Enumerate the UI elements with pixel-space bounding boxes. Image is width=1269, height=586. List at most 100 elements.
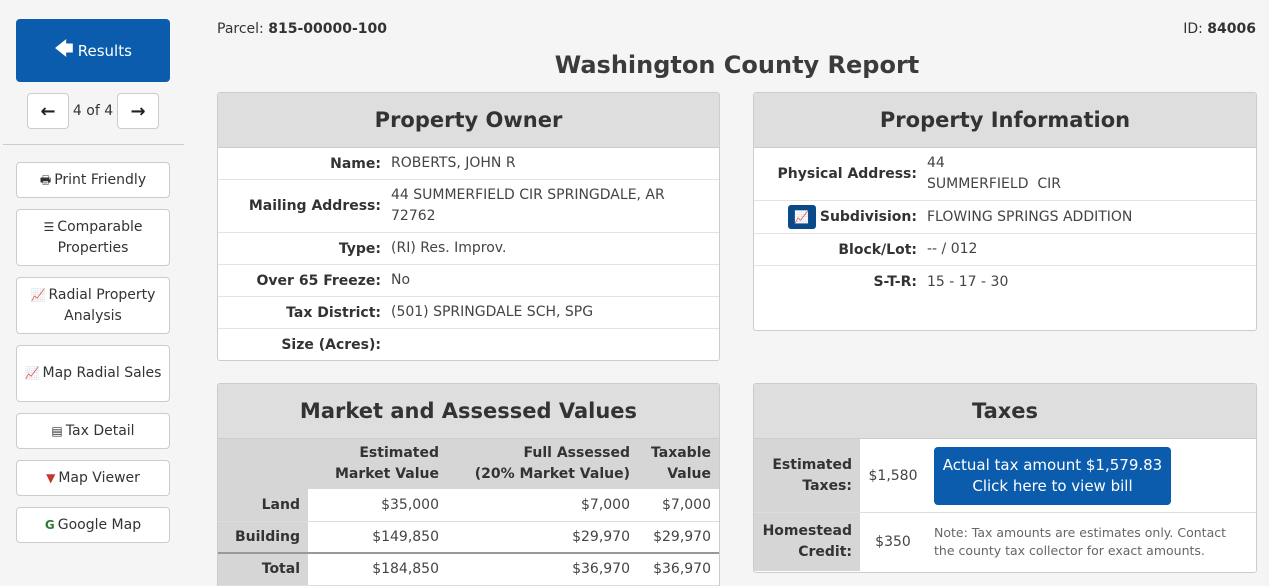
row-label: Building [218,521,308,554]
tax-detail-button[interactable]: ▤ Tax Detail [16,413,170,449]
table-row: Land $35,000 $7,000 $7,000 [218,489,719,522]
homestead-credit-label-line2: Credit: [798,544,852,560]
market-value-cell: $184,850 [308,552,447,586]
pager-count: 4 of 4 [72,103,114,119]
owner-label: Over 65 Freeze: [256,272,381,289]
bill-line-2: Click here to view bill [972,476,1133,495]
map-radial-sales-label: Map Radial Sales [42,365,162,381]
property-owner-title: Property Owner [218,93,719,148]
map-radial-sales-button[interactable]: 📈 Map Radial Sales [16,345,170,402]
parcel-label: Parcel: [217,21,264,37]
info-label: Block/Lot: [838,241,917,258]
full-assessed-header: Full Assessed (20% Market Value) [447,439,638,489]
google-icon: G [44,517,55,532]
info-value: -- / 012 [927,241,978,257]
id-label: ID: [1183,21,1203,37]
market-value-header: Estimated Market Value [308,439,447,489]
taxable-value-header-line1: Taxable [651,445,711,461]
owner-row-type: Type: (RI) Res. Improv. [218,233,719,265]
google-map-button[interactable]: G Google Map [16,507,170,543]
full-assessed-cell: $36,970 [447,552,638,586]
subdivision-chart-button[interactable]: 📈 [787,205,816,229]
owner-value: (501) SPRINGDALE SCH, SPG [391,304,594,320]
full-assessed-header-line1: Full Assessed [523,445,630,461]
note-cell: Note: Tax amounts are estimates only. Co… [926,513,1256,571]
property-information-panel: Property Information Physical Address: 4… [753,92,1257,331]
property-information-title: Property Information [754,93,1256,148]
previous-button[interactable]: ← [27,93,69,129]
page-title: Washington County Report [554,51,920,79]
taxable-value-header: Taxable Value [638,439,719,489]
map-viewer-button[interactable]: ▼ Map Viewer [16,460,170,496]
estimated-taxes-label-line2: Taxes: [802,477,852,494]
sidebar: 🡄 Results ← 4 of 4 → 🖶 Print Friendly ☰ C… [0,0,186,586]
estimated-taxes-row: Estimated Taxes: $1,580 Actual tax amount… [754,439,1256,513]
results-label: Results [77,41,132,60]
radial-property-analysis-button[interactable]: 📈 Radial Property Analysis [16,277,170,334]
market-value-cell: $149,850 [308,521,447,554]
market-value-header-line1: Estimated [359,445,439,461]
table-row-total: Total $184,850 $36,970 $36,970 [218,552,719,586]
info-label: S-T-R: [873,274,917,290]
id-value: 84006 [1207,21,1256,37]
arrow-right-icon: → [130,100,146,122]
taxable-value-header-line2: Value [667,466,711,482]
full-assessed-header-line2: (20% Market Value) [474,466,630,482]
info-label: 📈 Subdivision: [754,205,927,229]
receipt-icon: ▤ [51,423,63,438]
arrow-left-icon: 🡄 [54,37,74,60]
info-row-str: S-T-R: 15 - 17 - 30 [754,266,1256,298]
print-friendly-label: Print Friendly [54,171,147,188]
view-bill-button[interactable]: Actual tax amount $1,579.83 Click here t… [934,446,1171,505]
info-value: 44 SUMMERFIELD CIR [927,153,1061,195]
address-line-1: 44 [927,155,945,171]
next-button[interactable]: → [117,93,159,129]
line-chart-icon: 📈 [794,210,810,224]
comparable-properties-button[interactable]: ☰ Comparable Properties [16,209,170,266]
homestead-credit-row: Homestead Credit: $350 Note: Tax amounts … [754,513,1256,571]
printer-icon: 🖶 [39,172,52,187]
market-values-panel: Market and Assessed Values Estimated Mark… [217,383,720,586]
sidebar-divider [3,144,184,145]
owner-row-over-65-freeze: Over 65 Freeze: No [218,265,719,297]
taxes-panel: Taxes Estimated Taxes: $1,580 Actual tax … [753,383,1257,573]
tax-note: Note: Tax amounts are estimates only. Co… [934,525,1227,558]
list-icon: ☰ [43,219,55,234]
market-value-cell: $35,000 [308,489,447,522]
comparable-properties-label: Comparable Properties [57,218,143,256]
owner-row-tax-district: Tax District: (501) SPRINGDALE SCH, SPG [218,297,719,329]
estimated-taxes-label: Estimated Taxes: [754,439,860,512]
homestead-credit-label-line1: Homestead [762,523,852,539]
results-button[interactable]: 🡄 Results [16,19,170,82]
pager: ← 4 of 4 → [27,93,159,129]
full-assessed-cell: $7,000 [447,489,638,522]
print-friendly-button[interactable]: 🖶 Print Friendly [16,162,170,198]
info-label: Physical Address: [777,166,917,182]
market-value-header-line2: Market Value [334,466,439,482]
parcel-number: Parcel: 815-00000-100 [217,21,387,37]
info-row-subdivision: 📈 Subdivision: FLOWING SPRINGS ADDITION [754,201,1256,234]
arrow-left-icon: ← [40,100,56,122]
estimated-taxes-value: $1,580 [868,467,918,484]
taxes-title: Taxes [754,384,1256,439]
bill-cell: Actual tax amount $1,579.83 Click here t… [926,439,1256,512]
info-value: 15 - 17 - 30 [927,273,1009,290]
record-id: ID: 84006 [1183,21,1256,37]
owner-label: Size (Acres): [281,337,381,353]
owner-label: Mailing Address: [248,198,381,214]
row-label: Land [218,489,308,522]
owner-value: ROBERTS, JOHN R [391,155,516,171]
taxable-value-cell: $29,970 [638,521,719,554]
property-owner-panel: Property Owner Name: ROBERTS, JOHN R Mai… [217,92,720,361]
bill-line-1: Actual tax amount $1,579.83 [942,455,1163,474]
address-line-2: SUMMERFIELD CIR [927,176,1062,192]
owner-value: No [391,272,411,288]
owner-label: Tax District: [286,304,381,321]
homestead-credit-label: Homestead Credit: [754,513,860,571]
map-viewer-label: Map Viewer [58,469,140,486]
market-values-table: Estimated Market Value Full Assessed (20% … [218,439,719,586]
line-chart-icon: 📈 [24,366,40,380]
estimated-taxes-label-line1: Estimated [772,456,852,473]
radial-property-analysis-label: Radial Property Analysis [48,286,156,324]
info-value: FLOWING SPRINGS ADDITION [927,208,1133,225]
